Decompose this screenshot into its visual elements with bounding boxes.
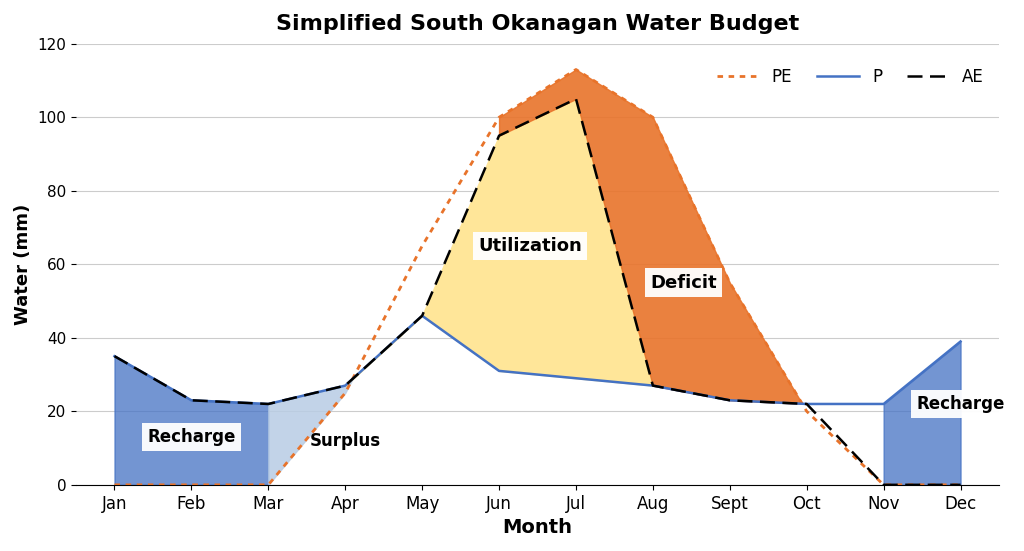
Legend: PE, P, AE: PE, P, AE	[710, 61, 990, 92]
Text: Surplus: Surplus	[309, 432, 381, 450]
X-axis label: Month: Month	[503, 518, 572, 537]
Text: Deficit: Deficit	[650, 274, 717, 291]
Title: Simplified South Okanagan Water Budget: Simplified South Okanagan Water Budget	[275, 14, 799, 34]
Y-axis label: Water (mm): Water (mm)	[14, 204, 32, 325]
Text: Recharge: Recharge	[916, 395, 1005, 413]
Text: Recharge: Recharge	[147, 428, 236, 446]
Text: Utilization: Utilization	[478, 237, 582, 255]
